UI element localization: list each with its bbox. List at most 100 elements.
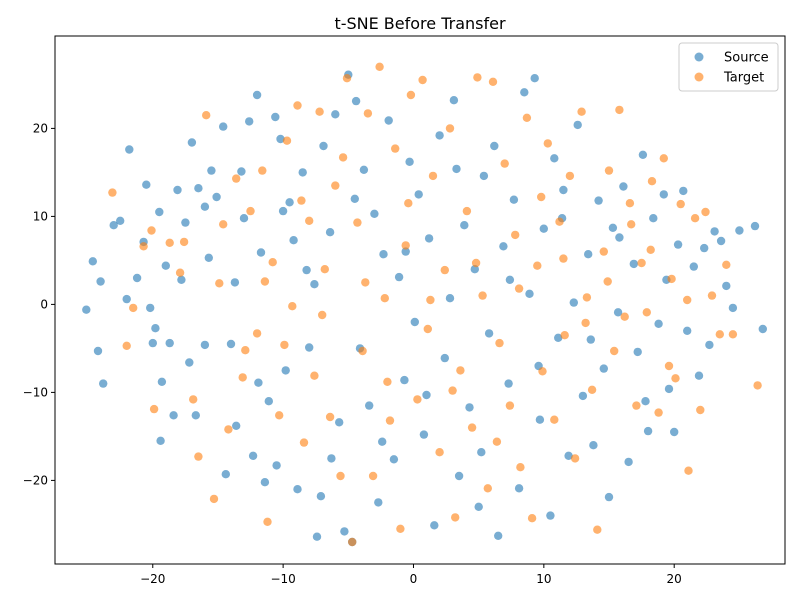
source-point [204,253,213,262]
source-point [758,324,767,334]
target-point [610,346,619,356]
source-point [181,218,190,227]
target-point [258,166,267,175]
source-point [484,329,494,338]
target-point [570,454,580,463]
target-point [478,291,487,300]
target-point [396,524,405,533]
legend-label-source: Source [724,51,769,66]
target-point [363,109,373,118]
target-point [293,101,302,110]
source-point [564,451,573,460]
target-point [577,107,586,116]
source-point [509,195,519,204]
source-point [613,308,623,317]
source-point [430,521,439,530]
source-point [384,116,393,125]
target-point [209,494,219,504]
source-point [569,298,578,307]
source-point [340,527,349,536]
target-point [654,408,663,417]
source-point [654,319,663,328]
target-point [555,217,564,226]
source-point [325,228,335,237]
target-point [165,238,174,247]
source-point [230,278,240,287]
source-point [589,441,598,450]
target-point [252,329,262,338]
target-point [456,366,465,375]
source-point [474,502,483,511]
source-point [705,340,714,350]
target-point [338,153,348,162]
source-point [633,347,642,357]
x-tick-label: 0 [410,572,418,586]
source-point [673,240,683,249]
target-point [305,216,314,225]
target-point [263,517,272,526]
target-point [451,513,460,522]
source-point [239,214,249,223]
source-point [449,96,459,105]
source-point [410,317,419,327]
source-point [694,371,704,380]
target-point [315,107,324,116]
source-point [278,206,288,216]
target-point [467,423,477,432]
source-point [365,401,374,410]
target-point [331,181,340,190]
target-point [189,395,198,404]
source-point [624,457,633,467]
target-point [538,367,547,376]
source-point [200,202,210,211]
target-point [473,73,482,82]
target-point [516,463,525,472]
target-point [297,196,306,205]
source-point [191,411,200,420]
target-point [440,265,449,275]
source-point [88,257,98,266]
target-point [684,466,693,475]
source-point [604,492,614,502]
source-point [248,451,258,460]
legend-label-target: Target [723,71,764,86]
target-point [299,438,309,447]
source-point [643,426,653,436]
source-point [151,324,160,333]
source-point [722,281,731,291]
source-point [359,165,369,174]
source-point [264,397,273,406]
source-point [710,227,719,236]
chart-title: t-SNE Before Transfer [334,14,506,33]
y-tick-label: 10 [33,209,48,223]
source-point [351,96,361,106]
source-point [573,120,582,130]
target-point [637,258,646,268]
source-point [302,265,311,275]
source-point [378,437,387,446]
target-point [671,374,680,383]
source-point [276,134,285,144]
target-point [495,338,504,348]
source-point [219,122,228,131]
source-point [116,216,125,225]
target-point [511,230,520,240]
target-point [514,284,524,293]
source-point [445,294,455,303]
target-point [325,412,335,422]
source-point [142,180,151,189]
target-point [642,308,651,317]
target-point [219,220,228,229]
source-point [394,272,404,282]
target-point [232,174,241,183]
source-point [683,326,692,335]
target-point [238,373,247,382]
target-point [288,302,297,311]
source-point [148,338,157,348]
target-point [701,207,710,217]
target-point [383,377,392,386]
source-point [520,88,529,97]
source-point [584,250,593,259]
source-point [96,277,105,286]
